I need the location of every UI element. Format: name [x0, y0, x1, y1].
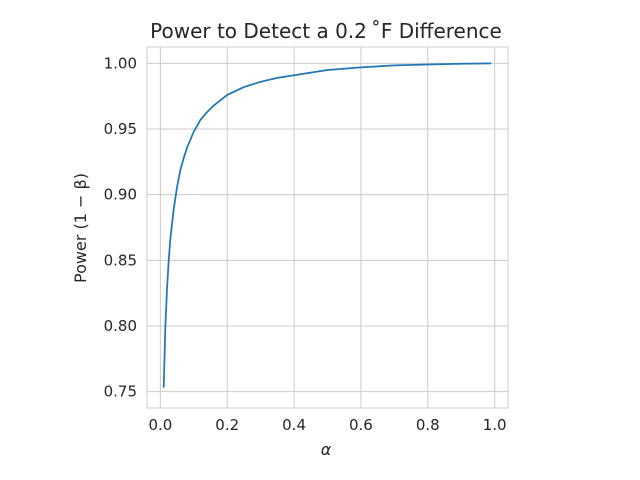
- chart-title: Power to Detect a 0.2 ˚F Difference: [150, 19, 502, 43]
- plot-frame: [146, 46, 509, 409]
- x-tick-label: 0.4: [282, 416, 306, 434]
- y-tick-label: 0.85: [104, 251, 137, 269]
- y-tick-label: 0.90: [104, 186, 137, 204]
- y-tick-label: 1.00: [104, 54, 137, 72]
- y-axis-label: Power (1 − β): [71, 173, 90, 283]
- y-tick-label: 0.75: [104, 383, 137, 401]
- y-tick-label: 0.95: [104, 120, 137, 138]
- tick-label-layer: 0.0 0.2 0.4 0.6 0.8 1.0 0.75 0.80 0.85 0.90 0.95 1.…: [104, 54, 507, 434]
- series-layer: [162, 62, 492, 388]
- x-tick-label: 0.8: [416, 416, 440, 434]
- x-tick-label: 0.2: [215, 416, 239, 434]
- y-tick-label: 0.80: [104, 317, 137, 335]
- x-axis-label: α: [321, 440, 332, 459]
- x-tick-label: 0.0: [148, 416, 172, 434]
- x-tick-label: 0.6: [349, 416, 373, 434]
- power-series-line: [162, 62, 492, 388]
- grid-layer: [147, 47, 508, 408]
- x-tick-label: 1.0: [483, 416, 507, 434]
